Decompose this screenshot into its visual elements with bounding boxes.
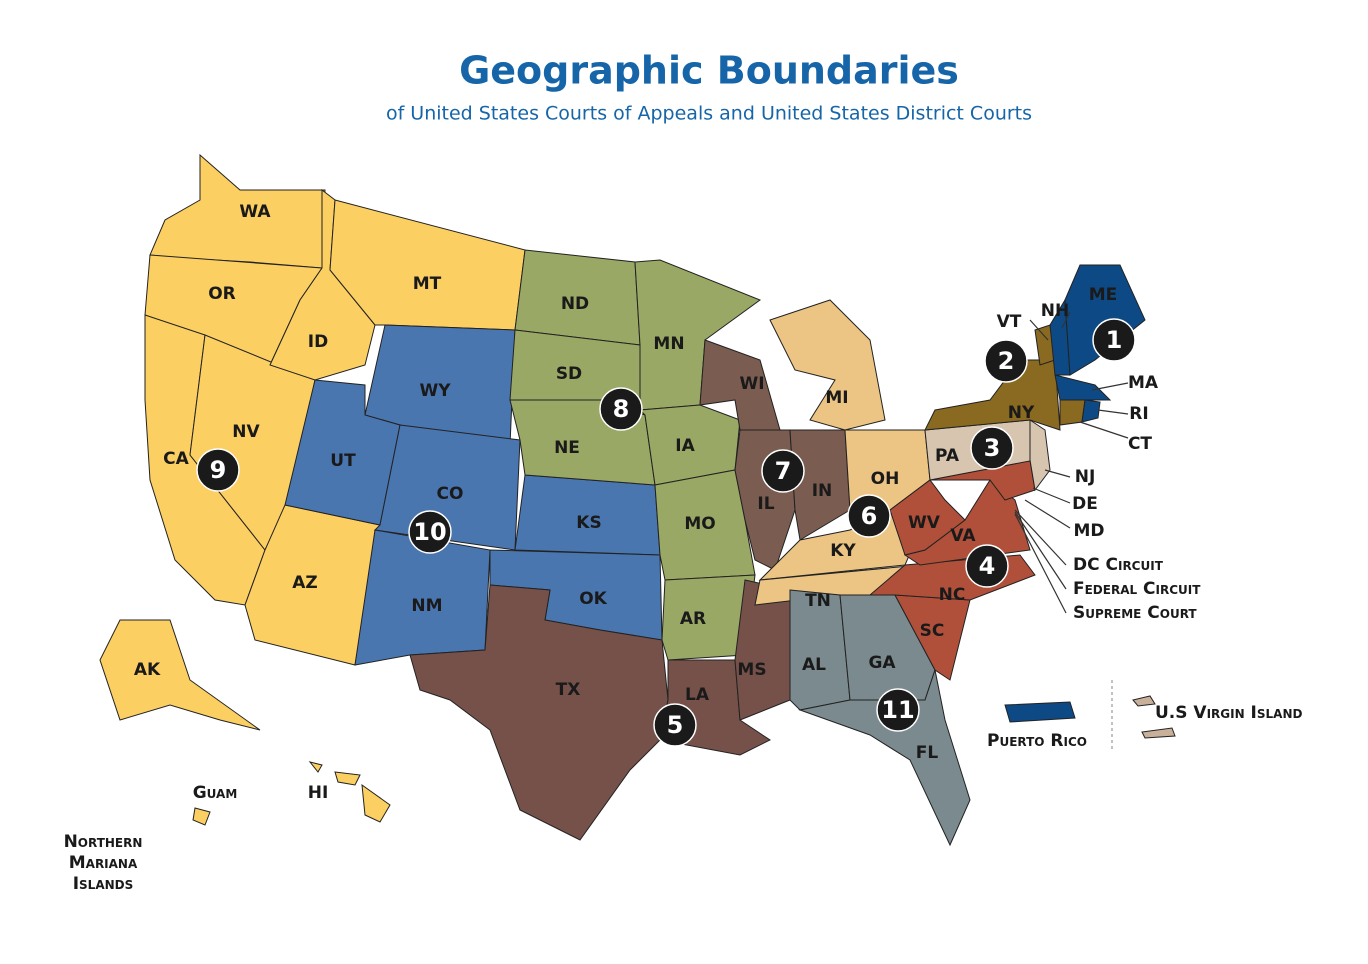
state-label: DE: [1072, 494, 1098, 514]
circuit-number: 11: [881, 696, 914, 724]
circuit-badge: [408, 510, 452, 554]
circuit-number: 5: [667, 711, 684, 739]
state-label: PA: [935, 446, 960, 466]
state-label: LA: [685, 685, 710, 705]
territory-label: Puerto Rico: [987, 731, 1087, 751]
state-label: CA: [163, 449, 189, 469]
state-label: SD: [556, 364, 582, 384]
circuit-badge: [965, 544, 1009, 588]
circuit-number: 8: [613, 395, 630, 423]
state-label: WV: [908, 513, 941, 533]
circuit-badge: [847, 494, 891, 538]
circuit-number: 7: [775, 457, 792, 485]
state-label: KS: [576, 513, 601, 533]
state-label: IN: [812, 481, 833, 501]
state-label: TX: [556, 680, 581, 700]
state-label: VA: [950, 526, 976, 546]
circuit-number: 3: [984, 434, 1001, 462]
state-label: FL: [916, 743, 939, 763]
circuit-badge: [653, 703, 697, 747]
circuit-badge: [1092, 318, 1136, 362]
state-label: ID: [308, 332, 328, 352]
state-label: WA: [239, 202, 271, 222]
state-label: AL: [802, 655, 826, 675]
circuit-badge: [876, 688, 920, 732]
state-label: NY: [1008, 403, 1035, 423]
state-label: AK: [134, 660, 161, 680]
state-label: RI: [1129, 404, 1148, 424]
territory-label: U.S Virgin Island: [1155, 703, 1303, 723]
circuit-number: 2: [998, 347, 1015, 375]
state-label: MS: [737, 660, 766, 680]
circuit-badge: [761, 449, 805, 493]
state-label: SC: [920, 621, 945, 641]
state-label: MT: [413, 274, 442, 294]
state-label: NM: [411, 596, 442, 616]
state-label: MN: [653, 334, 684, 354]
state-label: VT: [997, 312, 1022, 332]
state-label: MA: [1128, 373, 1159, 393]
circuit-number: 4: [979, 552, 996, 580]
subtitle: of United States Courts of Appeals and U…: [386, 103, 1032, 125]
circuit-number: 6: [861, 502, 878, 530]
state-label: CT: [1128, 434, 1152, 454]
state-label: WI: [739, 374, 764, 394]
callout-label: DC Circuit: [1073, 555, 1164, 575]
state-label: NH: [1041, 301, 1069, 321]
state-label: NC: [939, 585, 966, 605]
callout-label: Supreme Court: [1073, 603, 1197, 623]
state-label: AR: [680, 609, 706, 629]
state-label: CO: [437, 484, 464, 504]
state-label: NV: [232, 422, 260, 442]
circuit-number: 9: [210, 456, 227, 484]
callout-label: Federal Circuit: [1073, 579, 1201, 599]
state-label: TN: [805, 591, 831, 611]
circuit-number: 1: [1106, 326, 1123, 354]
state-label: AZ: [292, 573, 317, 593]
title: Geographic Boundaries: [459, 49, 959, 93]
state-label: MI: [825, 388, 848, 408]
leader-lines: [1014, 311, 1129, 752]
state-label: OR: [208, 284, 236, 304]
state-label: KY: [830, 541, 856, 561]
labels: WA OR CA NV ID MT WY UT CO AZ NM ND SD NE KS OK TX MN IA MO…: [134, 202, 1303, 803]
state-label: OH: [871, 469, 900, 489]
territory-label: Guam: [193, 783, 238, 803]
state-label: UT: [330, 451, 356, 471]
territory-label: Northern Mariana Islands: [63, 832, 143, 894]
state-label: GA: [868, 653, 896, 673]
state-label: WY: [419, 381, 451, 401]
state-label: IL: [757, 494, 774, 514]
circuit-badge: [984, 339, 1028, 383]
state-label: HI: [308, 783, 329, 803]
state-label: NE: [554, 438, 580, 458]
state-label: ME: [1089, 285, 1118, 305]
state-label: NJ: [1075, 467, 1096, 487]
circuit-badge: [599, 387, 643, 431]
state-label: ND: [561, 294, 589, 314]
state-label: MO: [684, 514, 715, 534]
state-label: OK: [579, 589, 607, 609]
circuit-number: 10: [413, 518, 446, 546]
states: [99, 153, 1176, 847]
circuit-badge: [196, 448, 240, 492]
state-label: MD: [1073, 521, 1104, 541]
circuit-badge: [970, 426, 1014, 470]
state-label: IA: [675, 436, 695, 456]
